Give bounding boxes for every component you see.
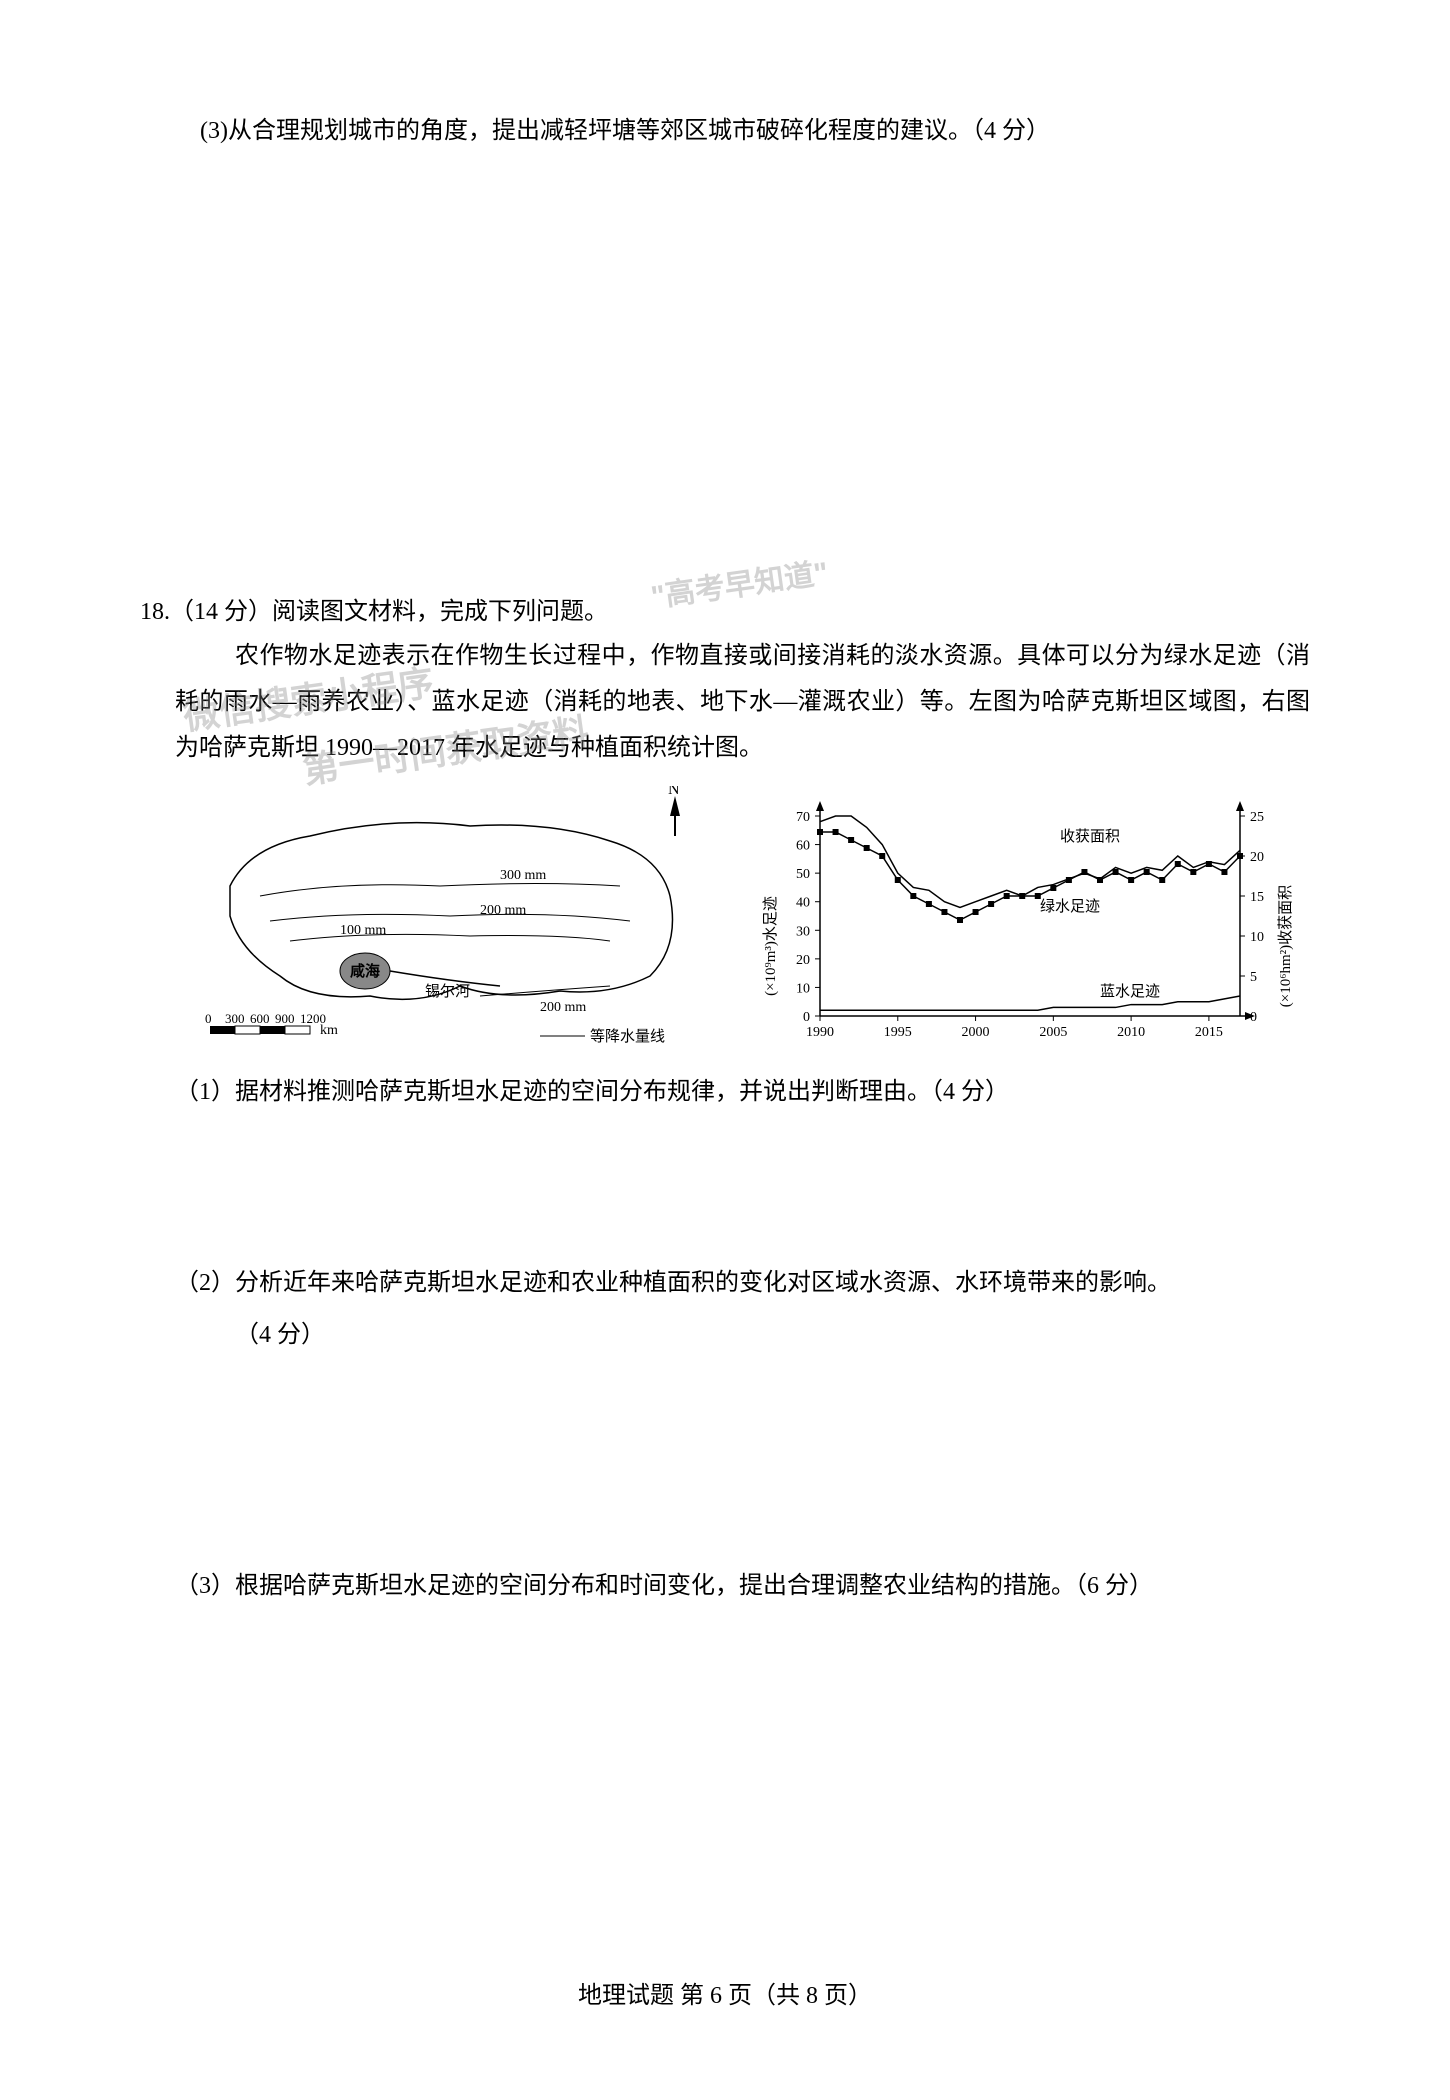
- svg-text:25: 25: [1250, 810, 1264, 825]
- compass-icon: N: [668, 786, 680, 836]
- svg-text:15: 15: [1250, 890, 1264, 905]
- svg-text:2005: 2005: [1039, 1025, 1067, 1040]
- water-footprint-chart: 0 10 20 30 40 50 60 70 0 5 10 15 20 25 1990 1995 2000 2…: [750, 786, 1310, 1066]
- svg-text:10: 10: [796, 982, 810, 997]
- svg-text:1995: 1995: [884, 1025, 912, 1040]
- svg-text:收获面积: 收获面积: [1060, 828, 1120, 845]
- svg-text:300: 300: [225, 1011, 245, 1026]
- svg-text:60: 60: [796, 839, 810, 854]
- svg-text:2015: 2015: [1195, 1025, 1223, 1040]
- svg-text:咸海: 咸海: [350, 962, 380, 980]
- q17-part3-text: (3)从合理规划城市的角度，提出减轻坪塘等郊区城市破碎化程度的建议。（4 分）: [140, 110, 1310, 153]
- svg-text:70: 70: [796, 810, 810, 825]
- svg-text:1990: 1990: [806, 1025, 834, 1040]
- svg-text:100 mm: 100 mm: [340, 923, 386, 938]
- q18-body: 农作物水足迹表示在作物生长过程中，作物直接或间接消耗的淡水资源。具体可以分为绿水…: [175, 634, 1310, 771]
- svg-text:20: 20: [1250, 850, 1264, 865]
- q18-sub2-line2: （4 分）: [235, 1314, 1310, 1357]
- svg-text:300 mm: 300 mm: [500, 868, 546, 883]
- svg-text:蓝水足迹: 蓝水足迹: [1100, 983, 1160, 1000]
- svg-text:(×10⁹m³)水足迹: (×10⁹m³)水足迹: [762, 896, 779, 996]
- svg-text:40: 40: [796, 896, 810, 911]
- kazakhstan-map: N 300 mm 200 mm 100 mm 200 mm 咸海 锡尔河: [190, 786, 710, 1066]
- svg-text:等降水量线: 等降水量线: [590, 1027, 665, 1045]
- svg-text:绿水足迹: 绿水足迹: [1040, 898, 1100, 915]
- svg-text:0: 0: [803, 1010, 810, 1025]
- svg-text:10: 10: [1250, 930, 1264, 945]
- svg-text:20: 20: [796, 953, 810, 968]
- q18-header: 18.（14 分）阅读图文材料，完成下列问题。: [140, 591, 1310, 634]
- figure-container: N 300 mm 200 mm 100 mm 200 mm 咸海 锡尔河: [190, 786, 1310, 1066]
- q18-sub3: （3）根据哈萨克斯坦水足迹的空间分布和时间变化，提出合理调整农业结构的措施。（6…: [175, 1565, 1310, 1608]
- svg-text:30: 30: [796, 924, 810, 939]
- svg-text:2000: 2000: [962, 1025, 990, 1040]
- svg-text:5: 5: [1250, 970, 1257, 985]
- svg-text:0: 0: [205, 1011, 212, 1026]
- svg-text:N: N: [668, 786, 680, 798]
- page-footer: 地理试题 第 6 页（共 8 页）: [0, 1975, 1450, 2010]
- svg-text:2010: 2010: [1117, 1025, 1145, 1040]
- svg-text:600: 600: [250, 1011, 270, 1026]
- svg-text:0: 0: [1250, 1010, 1257, 1025]
- svg-text:(×10⁶hm²)收获面积: (×10⁶hm²)收获面积: [1277, 885, 1294, 1007]
- svg-text:200 mm: 200 mm: [480, 903, 526, 918]
- svg-text:km: km: [320, 1023, 338, 1038]
- svg-text:200 mm: 200 mm: [540, 1000, 586, 1015]
- q18-sub2-line1: （2）分析近年来哈萨克斯坦水足迹和农业种植面积的变化对区域水资源、水环境带来的影…: [175, 1262, 1310, 1305]
- q18-sub1: （1）据材料推测哈萨克斯坦水足迹的空间分布规律，并说出判断理由。（4 分）: [175, 1071, 1310, 1114]
- svg-text:900: 900: [275, 1011, 295, 1026]
- svg-text:锡尔河: 锡尔河: [425, 983, 470, 1000]
- svg-text:50: 50: [796, 867, 810, 882]
